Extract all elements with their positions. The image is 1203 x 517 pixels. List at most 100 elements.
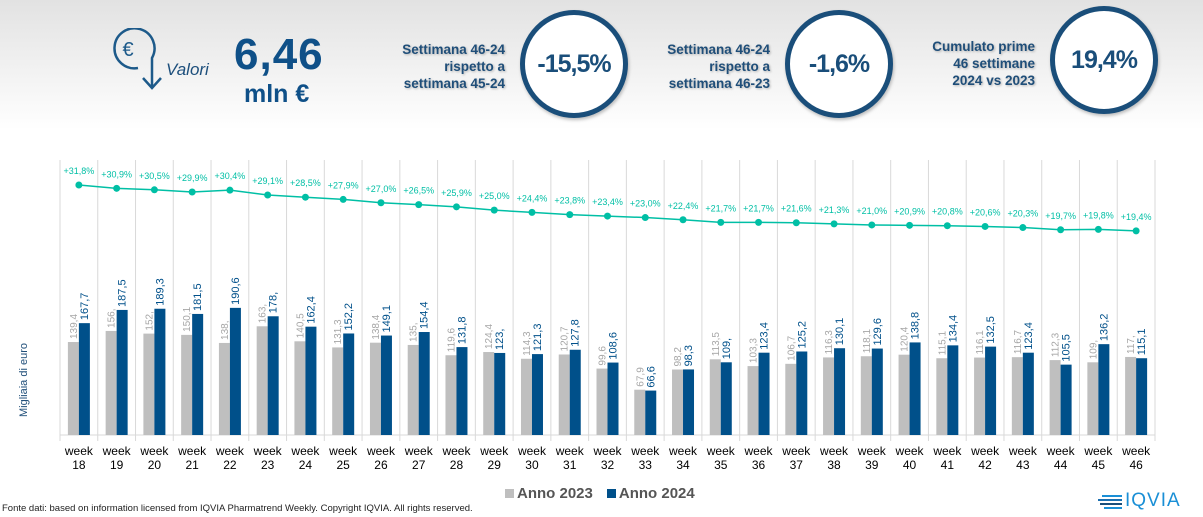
data-label-2023: 138,4 <box>371 314 382 339</box>
x-tick-label: 36 <box>752 458 766 470</box>
growth-label: +21,3% <box>819 205 850 215</box>
bar-2023 <box>823 357 835 435</box>
data-label-2024: 131,8 <box>456 317 468 345</box>
data-label-2023: 131,3 <box>333 319 344 344</box>
bar-2024 <box>418 332 430 435</box>
data-label-2023: 116,3 <box>824 330 835 355</box>
legend-swatch-2024 <box>606 489 616 498</box>
data-label-2023: 106,7 <box>786 335 797 360</box>
bar-2023 <box>256 326 268 435</box>
x-tick-label: 24 <box>299 458 313 470</box>
bar-2023 <box>67 342 79 435</box>
growth-label: +31,8% <box>63 166 94 176</box>
x-tick-label: 23 <box>261 458 275 470</box>
svg-text:€: € <box>122 39 133 61</box>
bar-2024 <box>267 316 279 435</box>
data-label-2024: 108,6 <box>608 332 620 360</box>
bar-2024 <box>456 347 468 435</box>
x-tick-label: 18 <box>72 458 86 470</box>
x-tick-label: week <box>592 444 622 458</box>
bar-2023 <box>672 369 684 435</box>
data-label-2024: 115,1 <box>1136 329 1148 356</box>
x-tick-label: week <box>441 444 471 458</box>
x-tick-label: week <box>1083 444 1113 458</box>
data-label-2023: 119,6 <box>446 328 457 353</box>
x-tick-label: 41 <box>941 458 955 470</box>
kpi-weekly-circle: -15,5% <box>520 10 628 118</box>
data-label-2023: 117, <box>1126 335 1137 354</box>
bar-2023 <box>181 334 193 435</box>
x-tick-label: week <box>744 444 774 458</box>
growth-label: +23,8% <box>554 196 585 206</box>
data-label-2023: 114,3 <box>522 331 533 356</box>
data-label-2024: 98,3 <box>683 345 695 366</box>
data-label-2023: 67,9 <box>635 367 646 387</box>
growth-label: +21,0% <box>856 206 887 216</box>
x-tick-label: week <box>970 444 1000 458</box>
data-label-2023: 120,4 <box>900 326 911 351</box>
bar-2023 <box>936 358 948 435</box>
data-label-2024: 138,8 <box>910 312 922 340</box>
x-tick-label: 35 <box>714 458 728 470</box>
bar-2024 <box>569 349 581 435</box>
growth-label: +20,3% <box>1007 209 1038 219</box>
bar-2023 <box>218 342 230 435</box>
data-label-2024: 121,3 <box>532 324 544 352</box>
x-tick-label: 27 <box>412 458 426 470</box>
data-label-2023: 150,1 <box>182 306 193 331</box>
bar-2023 <box>407 344 419 435</box>
data-label-2023: 112,3 <box>1051 332 1062 357</box>
bar-2024 <box>78 323 90 435</box>
growth-point <box>415 201 423 209</box>
bar-2023 <box>747 366 759 435</box>
x-tick-label: 31 <box>563 458 577 470</box>
x-tick-label: week <box>668 444 698 458</box>
growth-point <box>113 184 121 192</box>
x-tick-label: week <box>1008 444 1038 458</box>
bar-2023 <box>1087 362 1099 435</box>
growth-label: +21,7% <box>705 203 736 213</box>
bar-2024 <box>871 348 883 435</box>
growth-point <box>75 181 83 189</box>
bar-2023 <box>785 363 797 435</box>
growth-point <box>226 186 234 194</box>
growth-label: +30,5% <box>139 171 170 181</box>
data-label-2024: 152,2 <box>343 303 355 331</box>
data-label-2023: 103,3 <box>749 338 760 363</box>
growth-point <box>981 222 989 230</box>
x-tick-label: 19 <box>110 458 124 470</box>
data-label-2024: 134,4 <box>947 315 959 343</box>
growth-point <box>679 216 687 224</box>
bar-2023 <box>445 355 457 435</box>
growth-point <box>1094 225 1102 233</box>
growth-label: +19,8% <box>1083 210 1114 220</box>
data-label-2023: 152, <box>144 311 155 330</box>
x-tick-label: week <box>555 444 585 458</box>
data-label-2024: 125,2 <box>796 321 808 349</box>
legend-swatch-2023 <box>505 489 514 498</box>
bar-2024 <box>343 333 355 435</box>
bar-2024 <box>985 346 997 435</box>
bar-2023 <box>974 357 986 435</box>
x-tick-label: week <box>781 444 811 458</box>
growth-point <box>755 218 763 226</box>
bar-2024 <box>720 362 732 435</box>
growth-label: +30,9% <box>101 169 132 179</box>
bar-2024 <box>154 308 166 435</box>
growth-point <box>1132 227 1140 235</box>
valori-label: Valori <box>166 60 209 79</box>
growth-label: +19,4% <box>1121 212 1152 222</box>
data-label-2024: 189,3 <box>154 278 166 306</box>
x-tick-label: 45 <box>1092 458 1106 470</box>
x-tick-label: 46 <box>1129 458 1143 470</box>
x-tick-label: week <box>1121 444 1151 458</box>
data-label-2023: 116,1 <box>975 330 986 355</box>
bar-2024 <box>947 345 959 435</box>
source-footnote: Fonte dati: based on information license… <box>2 503 473 514</box>
growth-point <box>943 222 951 230</box>
x-tick-label: week <box>102 444 132 458</box>
chart-legend: Anno 2023 Anno 2024 <box>505 485 695 502</box>
bar-2023 <box>520 358 532 435</box>
data-label-2024: 190,6 <box>230 277 242 305</box>
data-label-2024: 132,5 <box>985 316 997 344</box>
